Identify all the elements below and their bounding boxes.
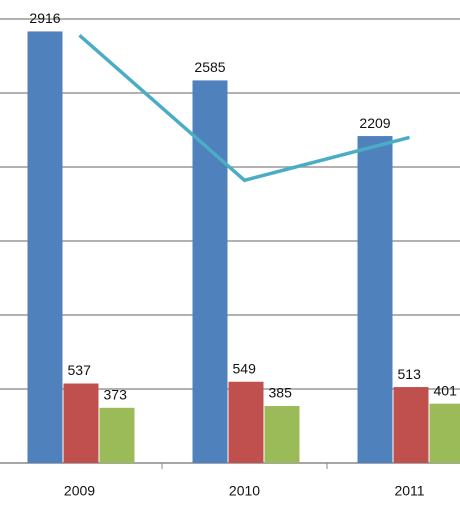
bar — [357, 136, 393, 463]
data-label: 373 — [104, 386, 128, 402]
data-label: 537 — [68, 362, 92, 378]
data-label: 2916 — [29, 10, 60, 26]
data-label: 513 — [398, 366, 422, 382]
line — [78, 33, 410, 183]
bar — [192, 80, 228, 464]
bar — [27, 31, 63, 463]
x-tick-label: 2011 — [394, 483, 424, 499]
bar — [393, 387, 429, 463]
data-label: 401 — [434, 382, 458, 398]
data-label: 2585 — [194, 59, 225, 75]
bar — [99, 407, 135, 463]
bar — [264, 406, 300, 463]
data-label: 549 — [233, 360, 257, 376]
bar — [429, 403, 460, 463]
x-tick-label: 2010 — [229, 483, 260, 499]
data-label: 2209 — [359, 115, 390, 131]
bar — [228, 381, 264, 463]
data-label: 385 — [269, 385, 293, 401]
bar — [63, 383, 99, 463]
x-tick-label: 2009 — [64, 483, 95, 499]
